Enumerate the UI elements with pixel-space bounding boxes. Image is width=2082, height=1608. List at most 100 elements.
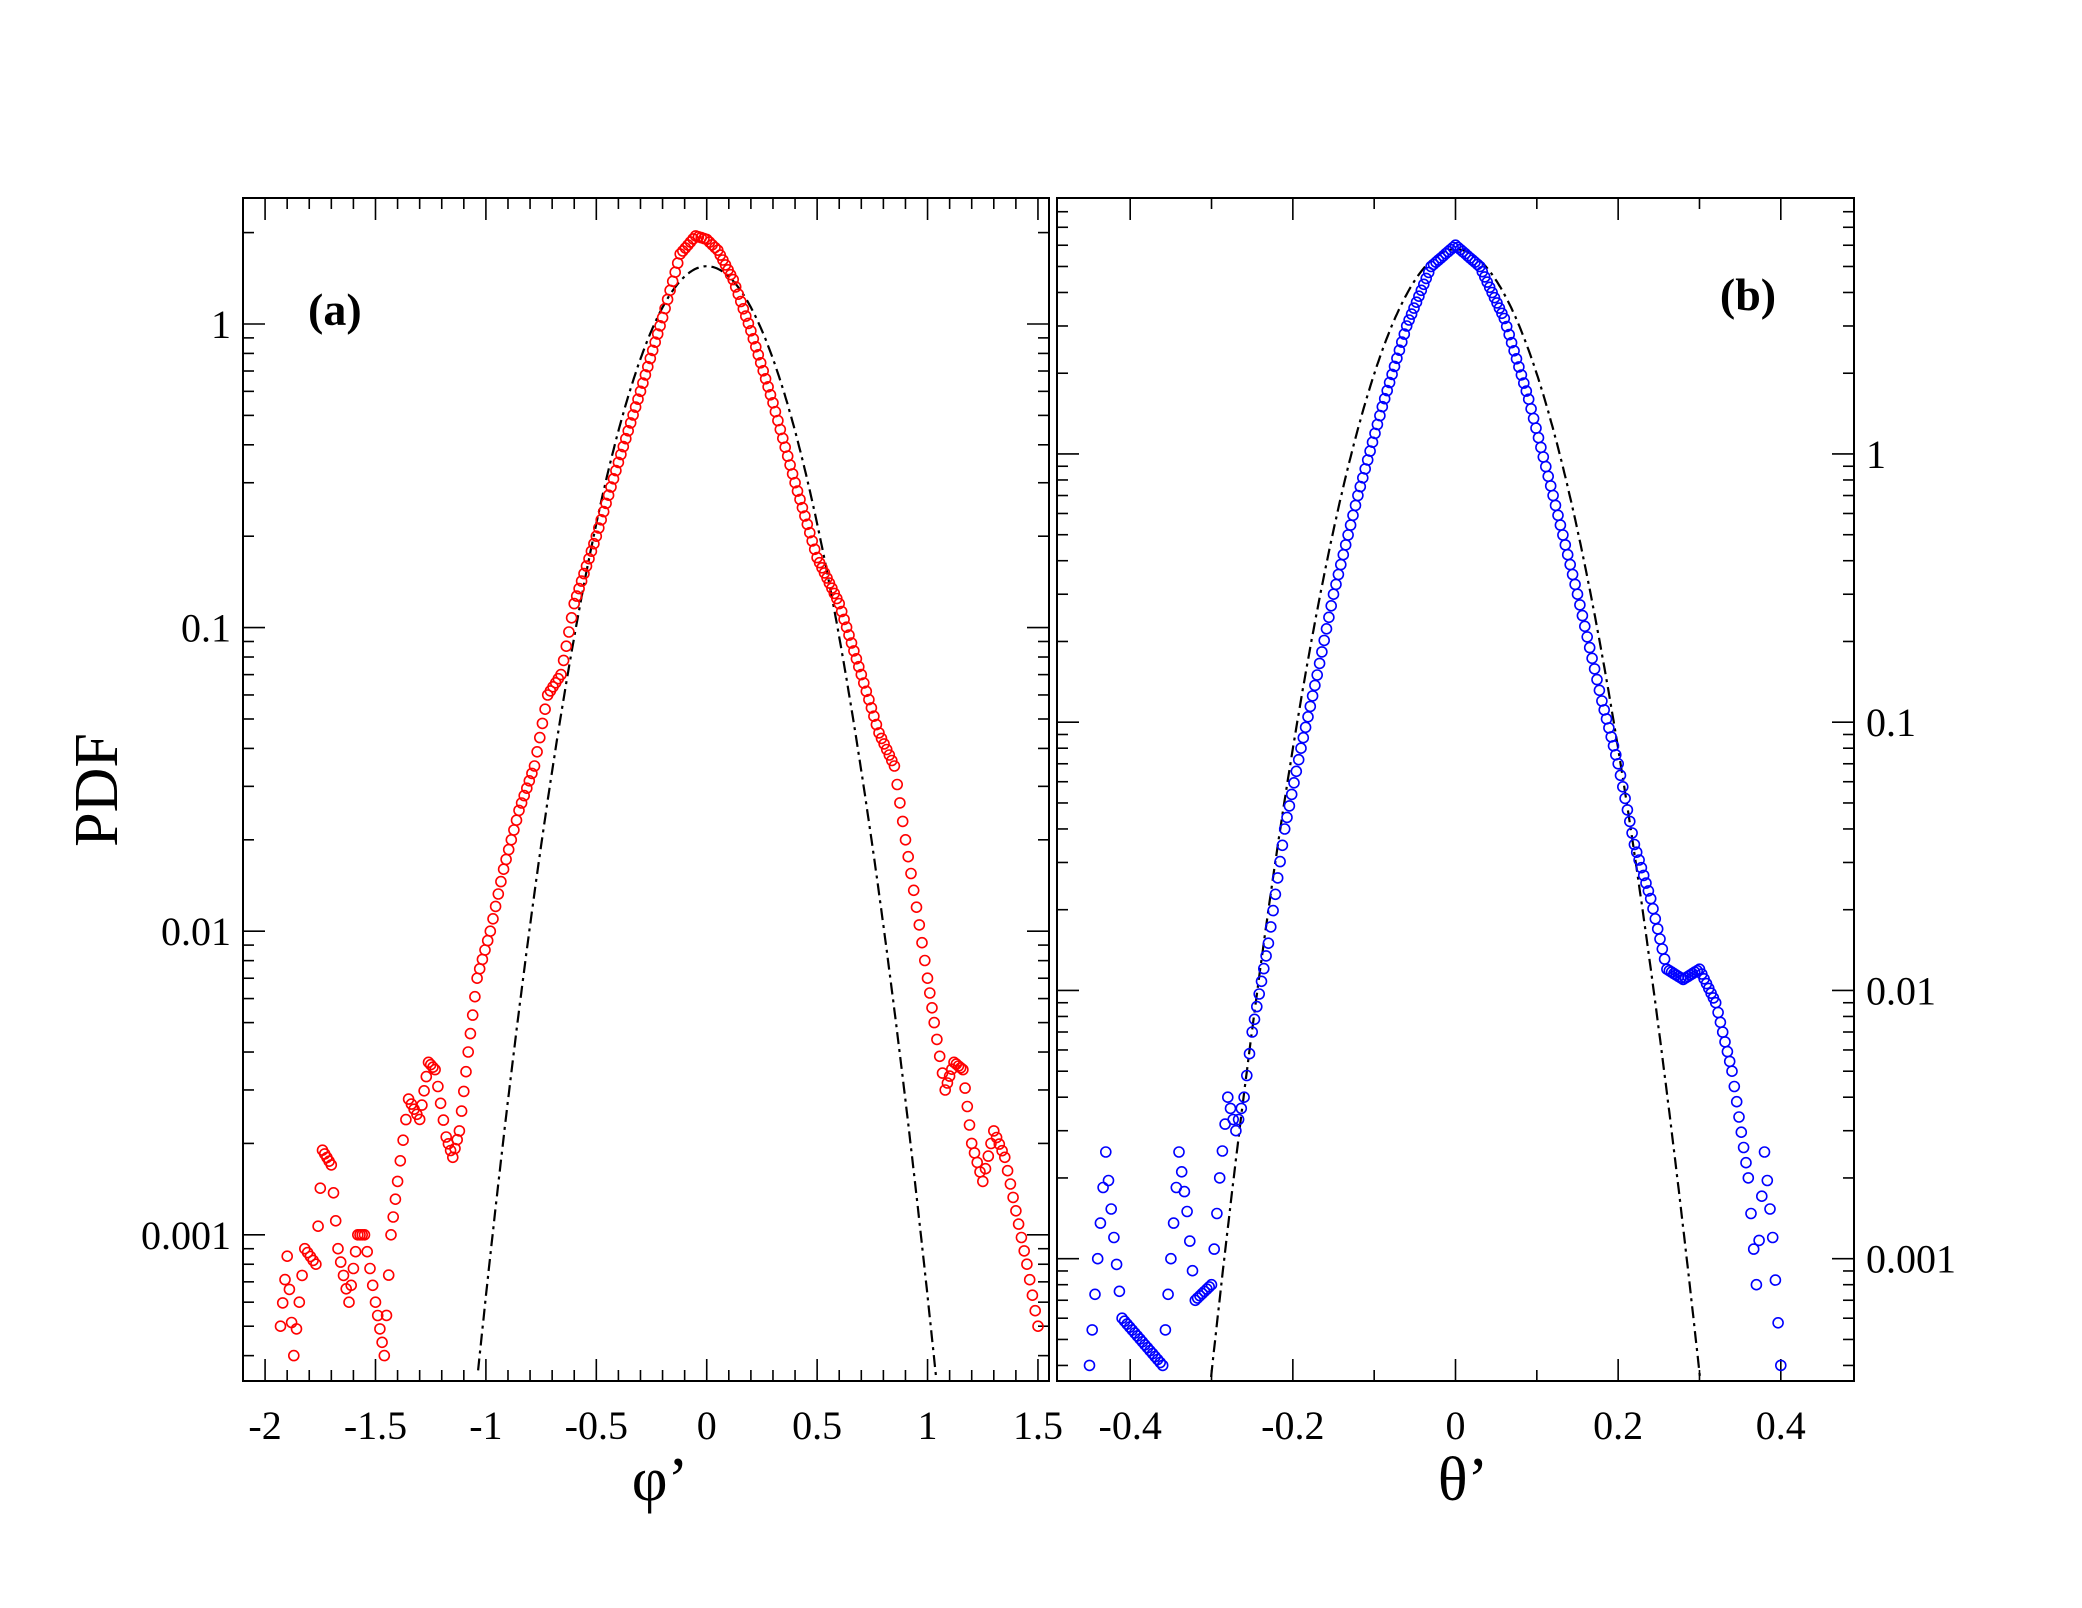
data-point	[1527, 412, 1540, 425]
data-point	[1320, 622, 1333, 635]
data-point	[1288, 776, 1300, 789]
data-point	[325, 1159, 338, 1171]
data-point	[1313, 657, 1326, 670]
data-point	[1510, 352, 1523, 365]
data-point	[1012, 1218, 1025, 1230]
data-point	[1640, 877, 1652, 889]
data-point	[794, 493, 806, 506]
data-point	[838, 613, 850, 626]
data-point	[526, 767, 538, 780]
data-point	[471, 972, 483, 985]
data-point	[1248, 1013, 1261, 1026]
data-point	[878, 738, 890, 750]
data-point	[729, 281, 742, 293]
data-point	[345, 1279, 358, 1292]
data-point	[1535, 441, 1547, 454]
data-point	[1554, 519, 1567, 531]
data-point	[1420, 272, 1432, 285]
data-point	[1624, 815, 1636, 828]
y-tick-label: 0.01	[1866, 968, 1936, 1013]
data-point	[1630, 846, 1643, 859]
data-point	[371, 1309, 384, 1322]
data-point	[1100, 1146, 1112, 1158]
data-point	[734, 295, 747, 308]
data-point	[460, 1065, 472, 1078]
data-point	[1230, 1124, 1242, 1137]
data-point	[1276, 839, 1289, 852]
data-point	[1737, 1141, 1750, 1154]
data-point	[1278, 823, 1291, 835]
data-point	[880, 743, 893, 756]
x-tick-label: 0.4	[1756, 1403, 1806, 1448]
data-point	[462, 1046, 475, 1058]
data-point	[484, 925, 497, 938]
data-point	[1386, 368, 1398, 381]
data-point	[833, 597, 846, 610]
data-point	[1203, 1281, 1215, 1293]
data-point	[570, 590, 583, 602]
data-point	[523, 774, 536, 787]
data-point	[1635, 861, 1648, 874]
data-point	[943, 1070, 956, 1082]
data-point	[1213, 1172, 1226, 1184]
data-point	[910, 901, 923, 914]
data-point	[803, 526, 816, 539]
data-point	[865, 702, 878, 714]
x-tick-label: 1	[918, 1403, 938, 1448]
gaussian-fit-curve	[477, 265, 938, 1379]
data-point	[848, 645, 860, 657]
data-point	[1208, 1243, 1220, 1255]
data-point	[376, 1336, 388, 1349]
data-point	[644, 352, 657, 365]
data-point	[1561, 548, 1574, 561]
data-point	[1642, 885, 1655, 897]
data-point	[1557, 529, 1569, 541]
data-point	[287, 1349, 300, 1362]
data-point	[369, 1296, 382, 1308]
data-point	[1391, 352, 1403, 365]
data-point	[378, 1349, 391, 1362]
data-point	[1295, 742, 1307, 755]
data-point	[1532, 431, 1545, 444]
data-point	[641, 360, 654, 373]
data-point	[622, 424, 635, 437]
data-point	[592, 522, 605, 534]
data-point	[835, 605, 848, 618]
data-point	[1110, 1258, 1123, 1271]
data-point	[281, 1250, 294, 1262]
data-point	[1617, 780, 1629, 793]
data-point	[1772, 1317, 1784, 1329]
data-point	[347, 1262, 360, 1275]
x-tick-label: -0.5	[565, 1403, 628, 1448]
data-point	[290, 1323, 303, 1335]
data-point	[998, 1151, 1011, 1164]
x-tick-label: 0.2	[1593, 1403, 1643, 1448]
data-point	[1015, 1231, 1028, 1244]
data-point	[1733, 1111, 1745, 1123]
data-point	[1330, 578, 1342, 591]
data-point	[617, 440, 630, 453]
data-point	[597, 505, 610, 518]
data-point	[374, 1323, 386, 1335]
data-point	[1586, 652, 1598, 665]
data-point	[332, 1242, 344, 1255]
data-point	[334, 1256, 347, 1268]
data-point	[1726, 1065, 1738, 1077]
data-point	[883, 749, 896, 761]
data-point	[654, 319, 666, 332]
data-point	[1544, 480, 1557, 492]
data-point	[1712, 1006, 1724, 1019]
data-point	[1323, 611, 1335, 624]
data-point	[1337, 548, 1350, 561]
data-point	[1525, 402, 1537, 415]
data-point	[1108, 1231, 1120, 1244]
panel-a: -2 -1.5 -1 -0.5 0 0.5 1 1.5 0.001 0.01 0.1 1 (a) φ…	[63, 197, 1063, 1514]
data-point	[941, 1077, 954, 1089]
data-point	[1518, 377, 1530, 389]
data-point	[1654, 933, 1666, 945]
data-point	[615, 448, 627, 461]
data-point	[1723, 1055, 1736, 1068]
data-point	[1029, 1304, 1041, 1317]
data-point	[1491, 297, 1503, 309]
data-point	[1719, 1036, 1731, 1048]
